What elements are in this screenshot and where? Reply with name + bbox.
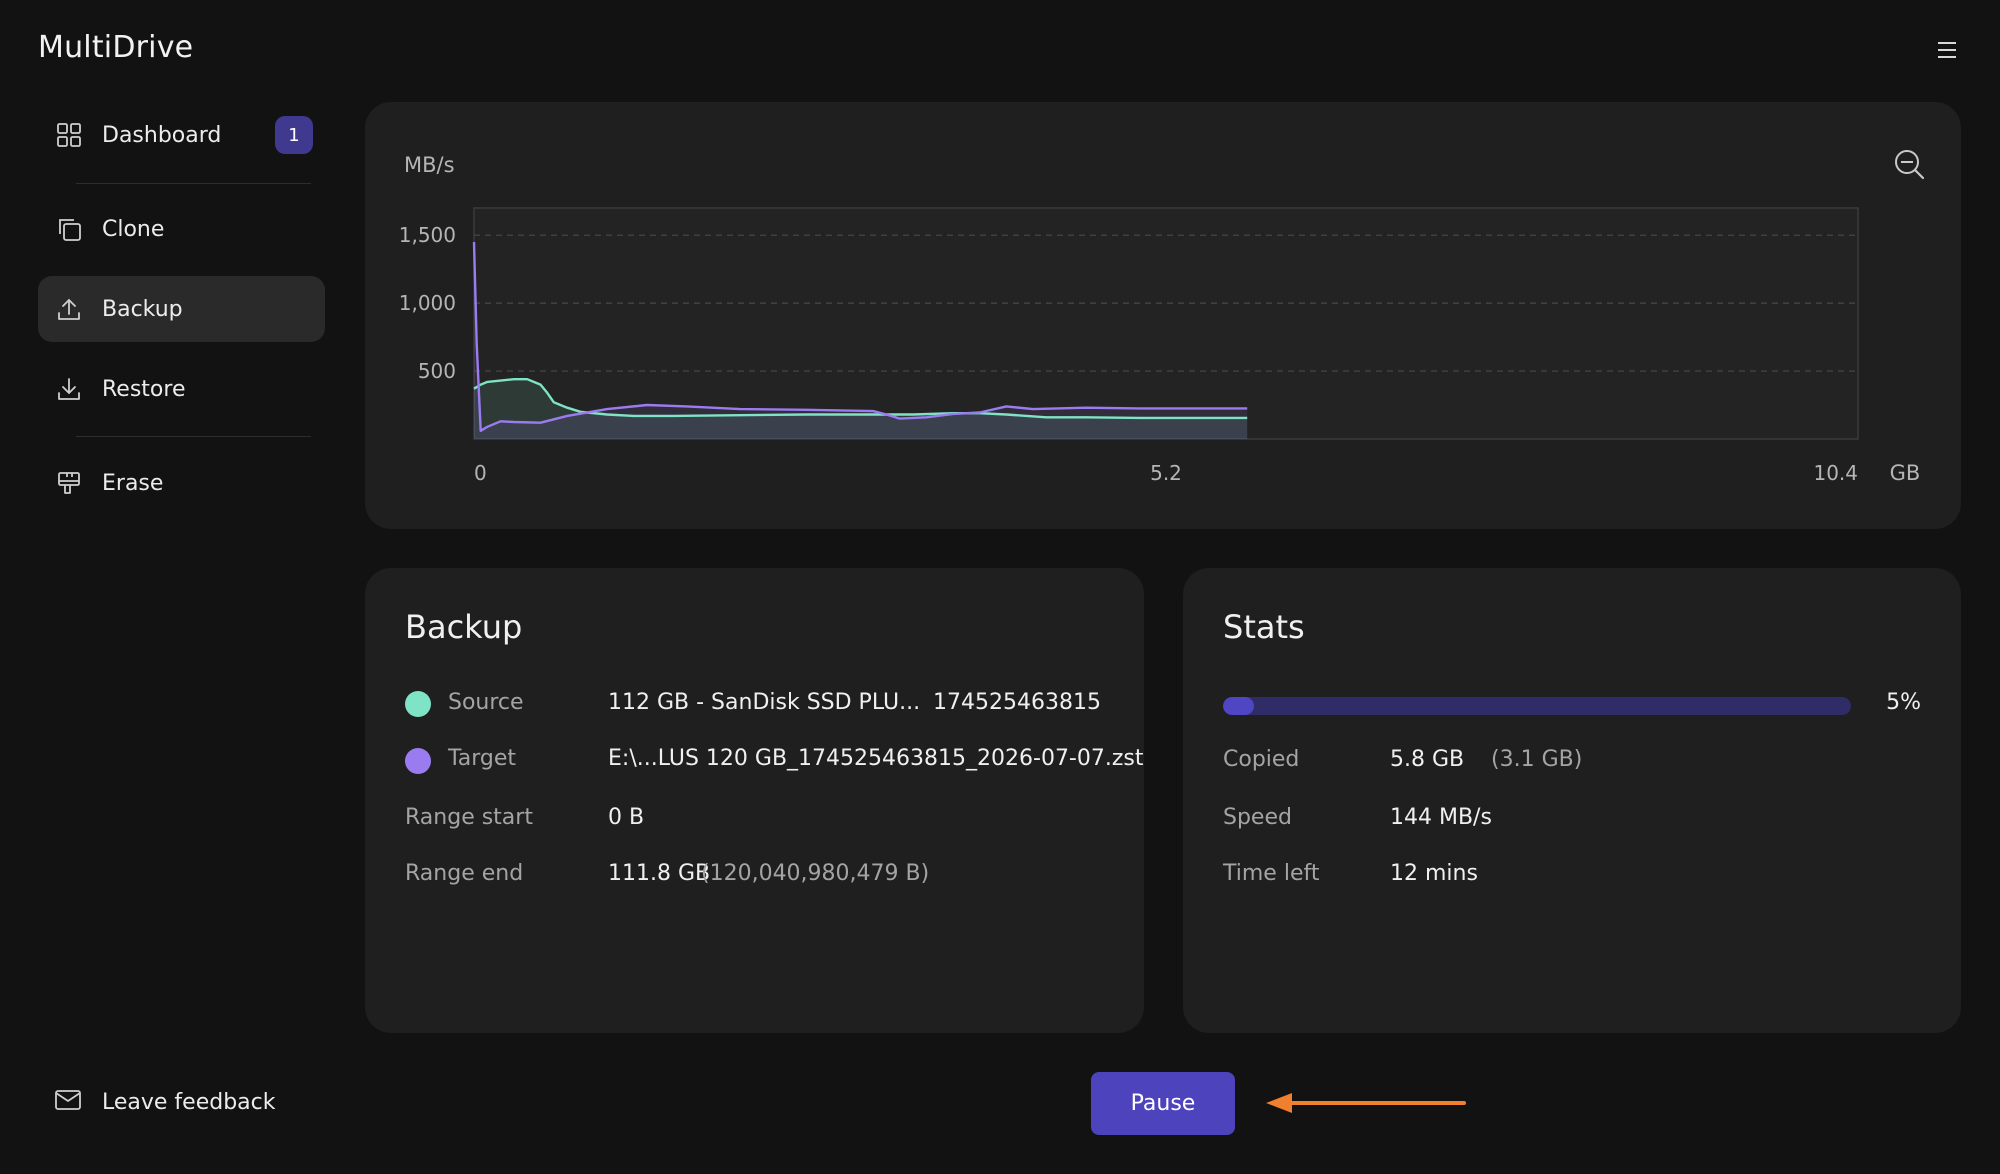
range-start-label: Range start bbox=[405, 805, 533, 830]
target-label: Target bbox=[448, 746, 517, 771]
source-color-dot bbox=[405, 691, 431, 717]
sidebar-item-clone[interactable]: Clone bbox=[38, 196, 325, 262]
hamburger-menu-icon[interactable] bbox=[1930, 36, 1962, 64]
copy-icon bbox=[54, 214, 84, 244]
target-value: E:\...LUS 120 GB_174525463815_2026-07-07… bbox=[608, 746, 1144, 771]
backup-card-title: Backup bbox=[405, 608, 523, 646]
backup-details-card: Backup Source 112 GB - SanDisk SSD PLU..… bbox=[365, 568, 1144, 1033]
sidebar-item-label: Erase bbox=[102, 470, 164, 496]
sidebar-item-label: Clone bbox=[102, 216, 165, 242]
series-area-2 bbox=[474, 242, 1248, 439]
pause-button[interactable]: Pause bbox=[1091, 1072, 1235, 1135]
sidebar-item-label: Backup bbox=[102, 296, 183, 322]
x-tick-label: 0 bbox=[474, 461, 487, 485]
speed-label: Speed bbox=[1223, 805, 1292, 830]
x-tick-label: 5.2 bbox=[1150, 461, 1182, 485]
zoom-out-icon[interactable] bbox=[1887, 142, 1931, 186]
target-color-dot bbox=[405, 748, 431, 774]
progress-percent: 5% bbox=[1886, 690, 1921, 715]
throughput-chart: MB/s 1,500 1,000 500 0 5.2 10.4 GB bbox=[399, 142, 1931, 485]
stats-card: Stats 5% Copied 5.8 GB (3.1 GB) Speed 14… bbox=[1183, 568, 1961, 1033]
range-start-value: 0 B bbox=[608, 805, 645, 830]
x-axis-unit: GB bbox=[1890, 461, 1921, 485]
sidebar-item-label: Restore bbox=[102, 376, 186, 402]
feedback-label: Leave feedback bbox=[102, 1089, 276, 1115]
annotation-arrow-icon bbox=[1266, 1093, 1466, 1113]
stats-card-title: Stats bbox=[1223, 608, 1305, 646]
series-area-1 bbox=[474, 379, 1248, 439]
sidebar-item-label: Dashboard bbox=[102, 122, 222, 148]
y-tick-label: 500 bbox=[418, 359, 456, 383]
upload-icon bbox=[54, 294, 84, 324]
mail-icon bbox=[54, 1089, 82, 1115]
sidebar-item-restore[interactable]: Restore bbox=[38, 356, 325, 422]
download-icon bbox=[54, 374, 84, 404]
nav-divider bbox=[76, 183, 311, 184]
range-end-value: 111.8 GB bbox=[608, 861, 711, 886]
sidebar-item-dashboard[interactable]: Dashboard 1 bbox=[38, 102, 325, 168]
app-title: MultiDrive bbox=[38, 30, 194, 65]
copied-value: 5.8 GB bbox=[1390, 747, 1465, 772]
progress-bar-fill bbox=[1223, 697, 1255, 715]
y-axis-label: MB/s bbox=[404, 153, 455, 177]
y-tick-label: 1,500 bbox=[399, 223, 456, 247]
source-serial: 174525463815 bbox=[933, 690, 1101, 715]
progress-bar bbox=[1223, 697, 1851, 715]
copied-label: Copied bbox=[1223, 747, 1300, 772]
x-tick-label: 10.4 bbox=[1813, 461, 1858, 485]
range-end-label: Range end bbox=[405, 861, 524, 886]
copied-extra: (3.1 GB) bbox=[1491, 747, 1583, 772]
eraser-icon bbox=[54, 468, 84, 498]
time-left-label: Time left bbox=[1223, 861, 1320, 886]
speed-value: 144 MB/s bbox=[1390, 805, 1492, 830]
sidebar-item-erase[interactable]: Erase bbox=[38, 450, 325, 516]
plot-area bbox=[473, 207, 1859, 440]
series-line-1 bbox=[473, 378, 1248, 420]
notification-badge: 1 bbox=[275, 116, 313, 154]
source-value: 112 GB - SanDisk SSD PLU... bbox=[608, 690, 921, 715]
time-left-value: 12 mins bbox=[1390, 861, 1478, 886]
source-label: Source bbox=[448, 690, 524, 715]
sidebar-item-backup[interactable]: Backup bbox=[38, 276, 325, 342]
grid-icon bbox=[54, 120, 84, 150]
y-tick-label: 1,000 bbox=[399, 291, 456, 315]
throughput-chart-card: MB/s 1,500 1,000 500 0 5.2 10.4 GB bbox=[365, 102, 1961, 529]
leave-feedback-link[interactable]: Leave feedback bbox=[54, 1084, 276, 1120]
series-line-2 bbox=[472, 241, 1248, 432]
range-end-bytes: (120,040,980,479 B) bbox=[701, 861, 930, 886]
nav-divider bbox=[76, 436, 311, 437]
